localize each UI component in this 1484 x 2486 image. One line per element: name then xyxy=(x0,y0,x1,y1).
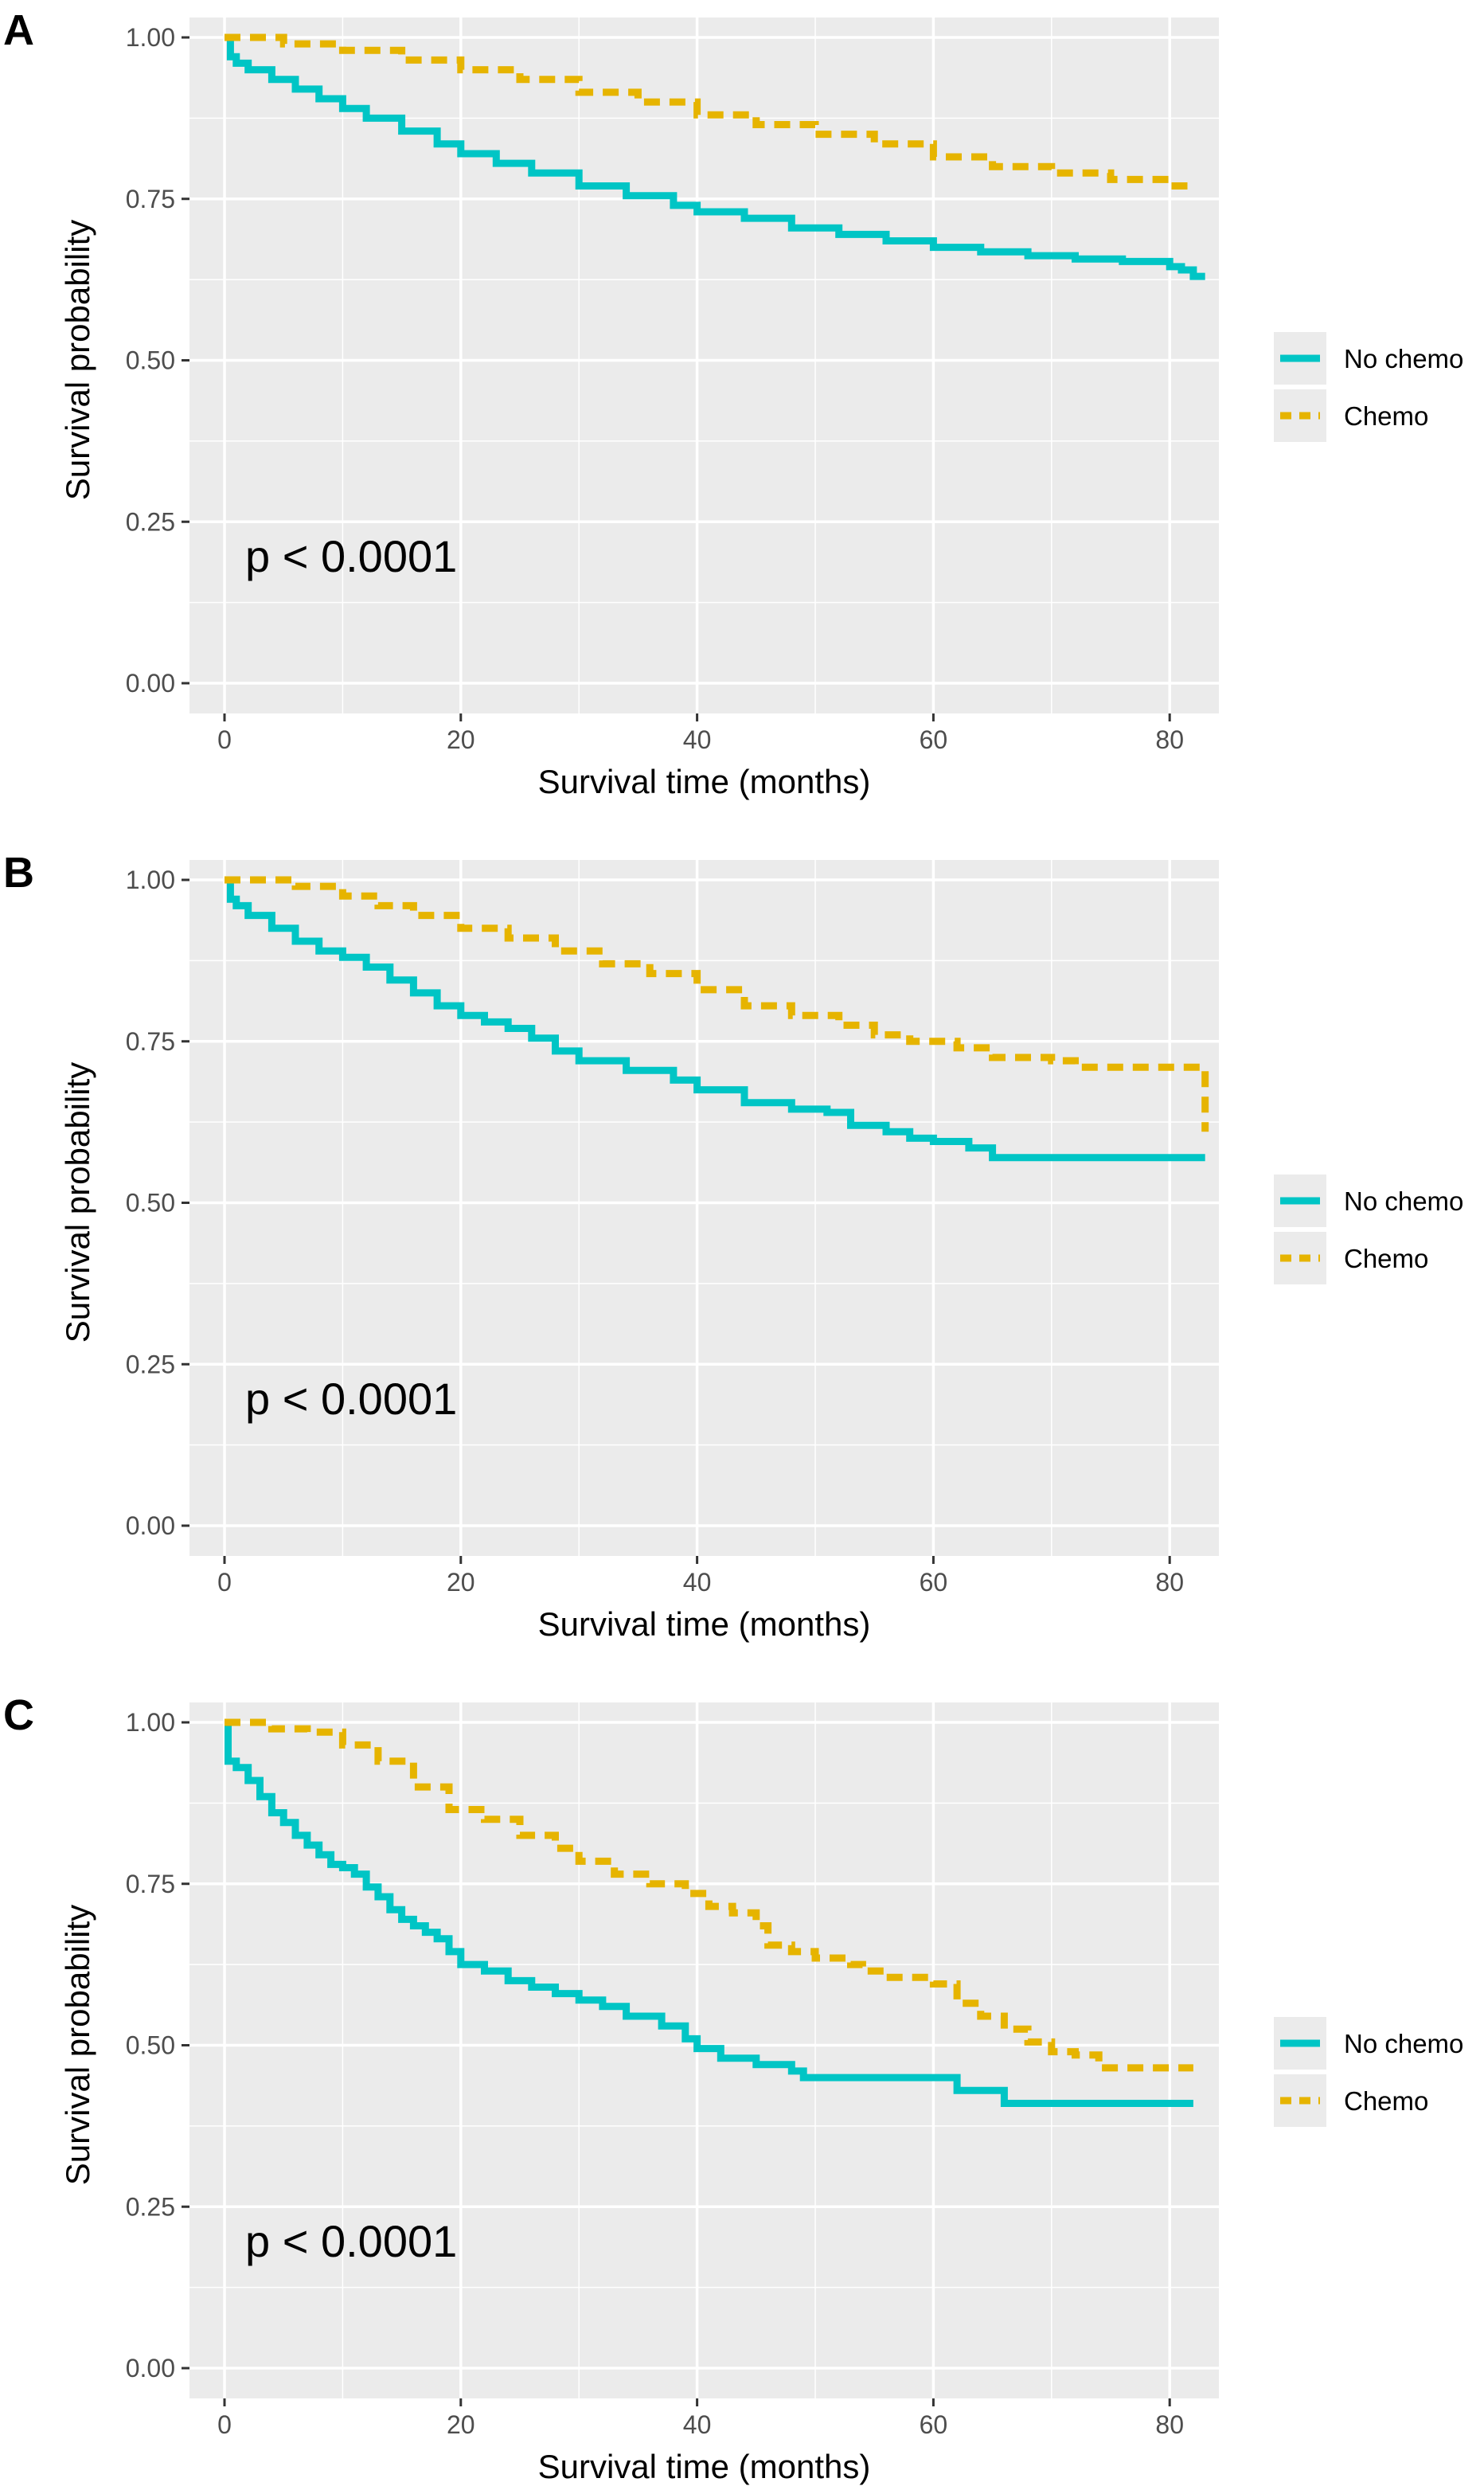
p-value-annotation: p < 0.0001 xyxy=(245,1374,457,1424)
y-tick-label: 0.50 xyxy=(126,346,175,375)
x-tick-label: 0 xyxy=(217,725,232,754)
y-tick-label: 0.25 xyxy=(126,2192,175,2221)
x-tick-label: 40 xyxy=(683,2410,712,2439)
x-tick-label: 80 xyxy=(1155,725,1184,754)
panel-a: 0 20 40 60 80 0.00 0.25 0.50 0.75 1.00 p < 0.0001 S… xyxy=(3,6,1463,800)
x-tick-label: 20 xyxy=(447,725,475,754)
survival-curve-no-chemo xyxy=(225,33,1205,280)
y-tick-label: 0.25 xyxy=(126,507,175,536)
x-axis-title: Survival time (months) xyxy=(538,763,871,800)
panel-letter: C xyxy=(3,1691,34,1739)
legend-label: No chemo xyxy=(1344,1186,1463,1216)
plot-panel-background xyxy=(189,860,1219,1556)
legend: No chemo Chemo xyxy=(1274,332,1463,442)
y-tick-label: 0.75 xyxy=(126,1870,175,1898)
legend: No chemo Chemo xyxy=(1274,2017,1463,2127)
panel-letter: A xyxy=(3,6,34,54)
y-tick-label: 0.75 xyxy=(126,185,175,213)
legend-label: Chemo xyxy=(1344,401,1428,431)
y-tick-label: 0.00 xyxy=(126,669,175,698)
legend: No chemo Chemo xyxy=(1274,1175,1463,1284)
legend-label: No chemo xyxy=(1344,344,1463,373)
y-tick-label: 0.50 xyxy=(126,1189,175,1218)
y-axis-title: Survival probability xyxy=(59,220,96,501)
p-value-annotation: p < 0.0001 xyxy=(245,531,457,581)
x-tick-label: 0 xyxy=(217,1568,232,1597)
x-tick-label: 60 xyxy=(920,2410,948,2439)
x-tick-label: 80 xyxy=(1155,1568,1184,1597)
x-tick-label: 60 xyxy=(920,1568,948,1597)
plot-panel-background xyxy=(189,18,1219,713)
survival-curve-no-chemo xyxy=(225,1718,1193,2107)
x-tick-label: 40 xyxy=(683,1568,712,1597)
survival-curve-chemo xyxy=(225,33,1193,190)
x-tick-label: 40 xyxy=(683,725,712,754)
y-tick-label: 1.00 xyxy=(126,23,175,52)
x-tick-label: 20 xyxy=(447,2410,475,2439)
x-axis-title: Survival time (months) xyxy=(538,1605,871,1643)
y-tick-label: 1.00 xyxy=(126,866,175,894)
x-tick-label: 60 xyxy=(920,725,948,754)
x-tick-label: 0 xyxy=(217,2410,232,2439)
survival-curve-chemo xyxy=(225,876,1209,1132)
y-tick-label: 0.00 xyxy=(126,1511,175,1540)
panel-b: 0 20 40 60 80 0.00 0.25 0.50 0.75 1.00 p < 0.0001 S… xyxy=(3,849,1463,1643)
y-axis-title: Survival probability xyxy=(59,1062,96,1343)
legend-label: No chemo xyxy=(1344,2029,1463,2058)
y-tick-label: 0.75 xyxy=(126,1027,175,1056)
panels-container: 0 20 40 60 80 0.00 0.25 0.50 0.75 1.00 p < 0.0001 S… xyxy=(3,6,1463,2485)
survival-curve-chemo xyxy=(225,1718,1193,2072)
legend-label: Chemo xyxy=(1344,1244,1428,1273)
p-value-annotation: p < 0.0001 xyxy=(245,2216,457,2266)
y-tick-label: 0.00 xyxy=(126,2354,175,2382)
y-tick-label: 1.00 xyxy=(126,1708,175,1737)
x-tick-label: 20 xyxy=(447,1568,475,1597)
y-tick-label: 0.25 xyxy=(126,1350,175,1378)
panel-letter: B xyxy=(3,849,34,897)
x-axis-title: Survival time (months) xyxy=(538,2448,871,2485)
legend-label: Chemo xyxy=(1344,2086,1428,2116)
y-tick-label: 0.50 xyxy=(126,2031,175,2060)
y-axis-title: Survival probability xyxy=(59,1905,96,2186)
x-tick-label: 80 xyxy=(1155,2410,1184,2439)
survival-curve-no-chemo xyxy=(225,876,1205,1162)
panel-c: 0 20 40 60 80 0.00 0.25 0.50 0.75 1.00 p < 0.0001 S… xyxy=(3,1691,1463,2485)
